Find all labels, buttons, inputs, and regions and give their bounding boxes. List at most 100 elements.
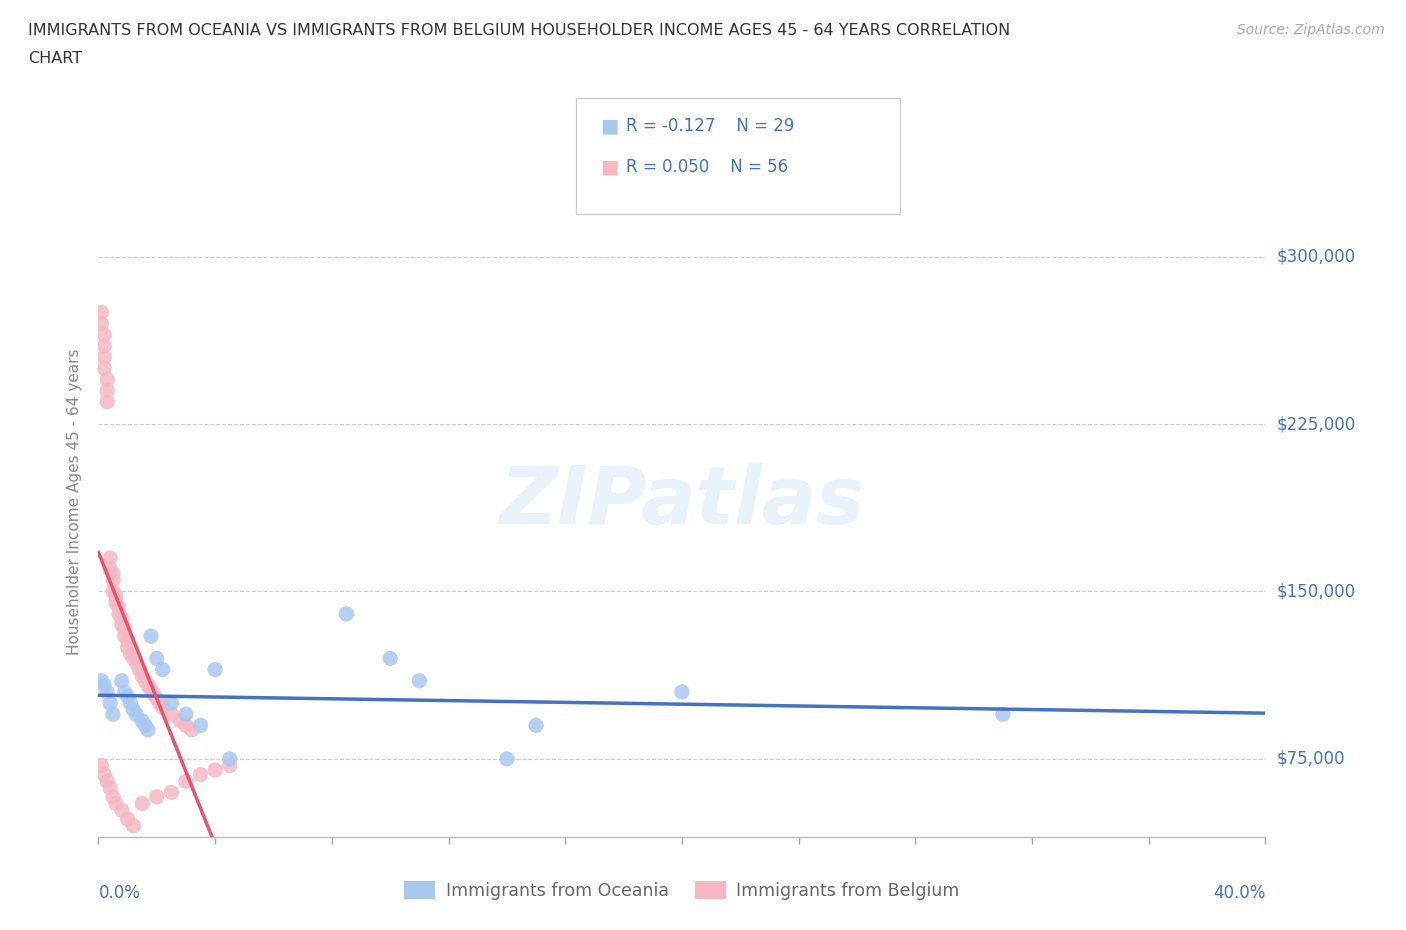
Point [90,316,112,331]
Point [96,774,118,789]
Point [122,651,145,666]
Point [142,686,165,701]
Point [125,707,148,722]
Legend: Immigrants from Oceania, Immigrants from Belgium: Immigrants from Oceania, Immigrants from… [395,872,969,909]
Point [101,573,124,588]
Point [98,562,121,577]
Point [101,790,124,804]
Text: $300,000: $300,000 [1277,247,1355,266]
Point [134,673,156,688]
Point [152,662,174,677]
Point [134,718,156,733]
Point [96,684,118,699]
Point [671,684,693,699]
Point [93,678,115,693]
Point [136,678,159,693]
Point [111,618,134,632]
Point [160,707,183,722]
Text: 0.0%: 0.0% [98,884,141,902]
Point [218,758,240,773]
Point [93,767,115,782]
Point [117,689,139,704]
Point [108,606,131,621]
Text: 40.0%: 40.0% [1213,884,1265,902]
Point [125,656,148,671]
Point [174,718,197,733]
Point [149,696,172,711]
Point [104,595,127,610]
Point [101,707,124,722]
Point [378,651,402,666]
Point [122,702,145,717]
Point [117,640,139,655]
Point [139,683,162,698]
Point [495,751,517,766]
Point [169,713,191,728]
Text: ■: ■ [600,116,619,135]
Point [98,551,121,565]
Point [117,812,139,827]
Point [991,707,1014,722]
Text: R = -0.127    N = 29: R = -0.127 N = 29 [626,116,794,135]
Text: $75,000: $75,000 [1277,750,1346,768]
Point [146,651,169,666]
Point [120,646,142,661]
Point [131,713,153,728]
Point [104,589,127,604]
Text: ZIPatlas: ZIPatlas [499,463,865,541]
Point [93,361,115,376]
Text: Source: ZipAtlas.com: Source: ZipAtlas.com [1237,23,1385,37]
Point [96,383,118,398]
Point [93,350,115,365]
Point [114,684,136,699]
Point [204,662,226,677]
Text: ■: ■ [600,158,619,177]
Point [218,751,240,766]
Point [108,600,131,615]
Point [122,818,145,833]
Point [111,803,134,817]
Point [96,372,118,387]
Point [104,796,127,811]
Point [90,673,112,688]
Text: CHART: CHART [28,51,82,66]
Point [114,629,136,644]
Point [204,763,226,777]
Point [90,758,112,773]
Point [335,606,357,621]
Point [174,774,197,789]
Point [408,673,430,688]
Point [180,723,202,737]
Text: $225,000: $225,000 [1277,415,1355,433]
Point [146,790,169,804]
Point [174,707,197,722]
Point [93,327,115,342]
Point [98,780,121,795]
Point [120,696,142,711]
Point [114,622,136,637]
Text: $150,000: $150,000 [1277,582,1355,601]
Y-axis label: Householder Income Ages 45 - 64 years: Householder Income Ages 45 - 64 years [67,349,83,656]
Point [160,785,183,800]
Point [152,700,174,715]
Point [117,633,139,648]
Point [190,767,212,782]
Text: IMMIGRANTS FROM OCEANIA VS IMMIGRANTS FROM BELGIUM HOUSEHOLDER INCOME AGES 45 - : IMMIGRANTS FROM OCEANIA VS IMMIGRANTS FR… [28,23,1011,38]
Point [128,662,150,677]
Point [146,691,169,706]
Point [131,669,153,684]
Point [101,566,124,581]
Point [139,629,162,644]
Point [131,796,153,811]
Point [190,718,212,733]
Point [98,696,121,711]
Point [136,723,159,737]
Point [90,305,112,320]
Point [93,339,115,353]
Point [524,718,547,733]
Point [111,673,134,688]
Point [101,584,124,599]
Point [111,611,134,626]
Text: R = 0.050    N = 56: R = 0.050 N = 56 [626,158,787,177]
Point [160,696,183,711]
